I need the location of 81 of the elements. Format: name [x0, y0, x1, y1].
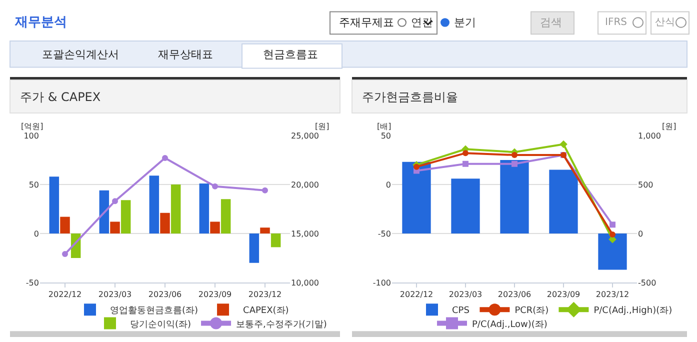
point [610, 231, 616, 238]
point [262, 187, 268, 194]
legend-label: P/C(Adj.,Low)(좌) [472, 320, 548, 330]
legend-label: 당기순이익(좌) [130, 320, 192, 330]
x-tick-label: 2023/06 [148, 290, 182, 300]
bar [60, 216, 70, 234]
bar [549, 170, 578, 234]
bar [500, 160, 529, 234]
text: 검색 [540, 16, 562, 29]
point [610, 222, 616, 228]
legend-label: 보통주,수정주가(기말) [236, 320, 327, 330]
y-tick-label: -100 [372, 278, 391, 288]
text: 재무상태표 [158, 48, 213, 61]
y2-axis-title: [원] [315, 122, 330, 131]
y2-tick-label: 0 [638, 229, 644, 238]
point [462, 160, 468, 167]
point [414, 164, 420, 170]
legend-label: P/C(Adj.,High)(좌) [594, 306, 672, 316]
text: 분기 [454, 16, 476, 29]
point [512, 152, 518, 158]
legend-label: PCR(좌) [514, 306, 549, 316]
y2-tick-label: 25,000 [291, 131, 319, 140]
bar [170, 184, 181, 234]
y2-tick-label: 15,000 [291, 229, 319, 238]
y2-tick-label: 1,000 [638, 131, 661, 140]
legend-label: 영업활동현금흐름(좌) [110, 306, 198, 316]
bar [270, 233, 281, 248]
legend-label: CAPEX(좌) [243, 306, 289, 316]
bar [160, 212, 170, 234]
text: 재무분석 [14, 15, 67, 30]
legend-label: CPS [452, 306, 470, 316]
y-tick-label: 50 [380, 131, 391, 140]
x-tick-label: 2023/09 [546, 290, 580, 300]
y2-tick-label: 20,000 [291, 180, 319, 190]
point [112, 198, 118, 204]
bar [260, 228, 270, 234]
y-tick-label: -50 [378, 229, 391, 238]
x-tick-label: 2023/03 [98, 290, 132, 300]
y-axis-title: [억원] [21, 122, 44, 131]
y2-tick-label: 500 [638, 180, 654, 190]
bar [149, 176, 160, 234]
x-tick-label: 2022/12 [400, 290, 434, 300]
x-tick-label: 2023/12 [248, 290, 282, 300]
x-tick-label: 2023/12 [596, 290, 630, 300]
y-axis-title: [배] [377, 122, 392, 131]
y2-tick-label: 10,000 [291, 278, 319, 288]
bar [249, 233, 260, 263]
point [512, 160, 518, 167]
bar [99, 190, 110, 234]
point [62, 251, 68, 258]
point [462, 150, 468, 156]
chart-title: 주가 & CAPEX [20, 90, 101, 104]
y-tick-label: -50 [26, 278, 39, 288]
x-tick-label: 2023/03 [448, 290, 482, 300]
point [212, 183, 218, 190]
y-tick-label: 0 [386, 180, 391, 190]
chart-title: 주가현금흐름비율 [362, 90, 458, 104]
y2-axis-title: [원] [662, 122, 676, 131]
text: 포괄손익계산서 [42, 48, 119, 61]
x-tick-label: 2023/06 [498, 290, 532, 300]
bar [110, 222, 120, 234]
x-tick-label: 2022/12 [48, 290, 82, 300]
bar [598, 233, 627, 270]
point [560, 140, 568, 148]
bar [49, 176, 60, 234]
y-tick-label: 100 [24, 131, 39, 140]
bar [451, 178, 480, 234]
bar [120, 200, 131, 234]
y2-tick-label: -500 [638, 278, 656, 288]
text: 현금흐름표 [263, 48, 318, 61]
bar [402, 162, 431, 234]
text: 주재무제표 [339, 16, 394, 29]
y-tick-label: 50 [28, 180, 39, 190]
text: IFRS [605, 17, 627, 28]
bar [220, 199, 231, 234]
point [162, 154, 168, 161]
text: 산식 [655, 17, 675, 28]
bar [210, 222, 220, 234]
bar [199, 183, 210, 234]
y-tick-label: 0 [34, 229, 39, 238]
x-tick-label: 2023/09 [198, 290, 232, 300]
